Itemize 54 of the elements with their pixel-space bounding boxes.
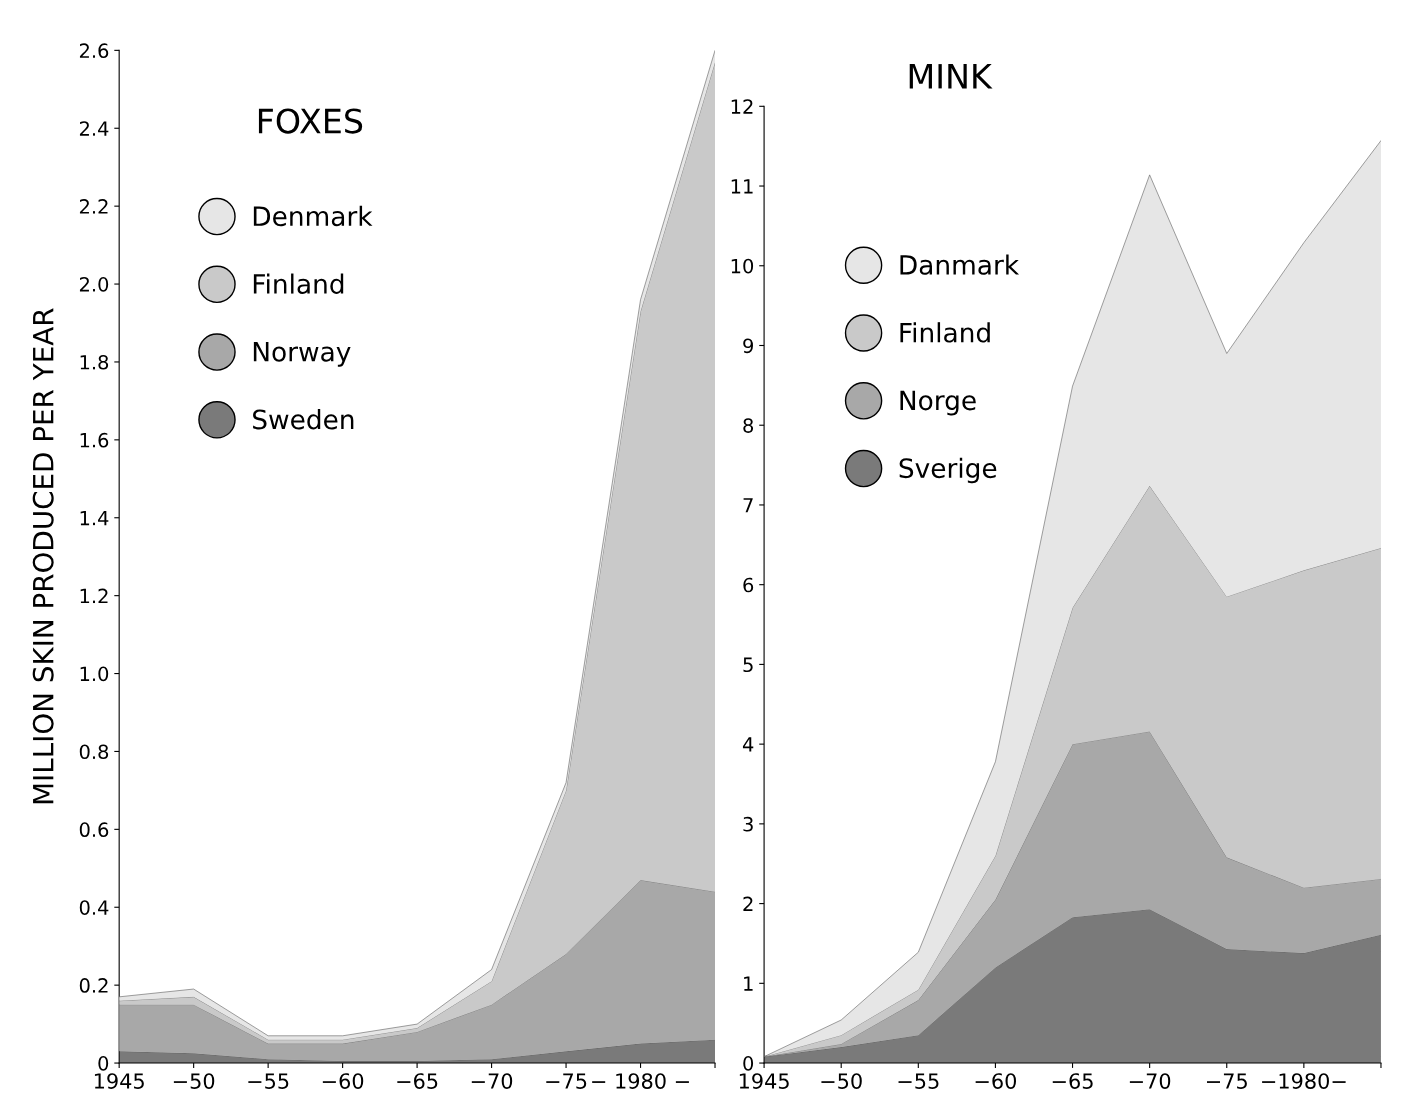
y-tick-label: 0 — [743, 1056, 754, 1071]
y-tick-label: 11 — [731, 179, 753, 194]
legend-label: Finland — [253, 273, 344, 294]
x-tick-label: −55 — [248, 1073, 289, 1089]
y-tick-label: 2.6 — [79, 43, 109, 59]
y-axis-title: MILLION SKIN PRODUCED PER YEAR — [32, 308, 54, 804]
legend-label: Norge — [900, 390, 976, 416]
x-tick-label: −75 — [1206, 1073, 1247, 1089]
legend-label: Sweden — [253, 409, 354, 430]
y-tick-label: 10 — [731, 258, 754, 274]
x-tick-label: −60 — [975, 1073, 1017, 1089]
legend-label: Finland — [900, 322, 990, 343]
y-tick-label: 6 — [743, 577, 754, 593]
chart-title: MINK — [909, 64, 993, 89]
y-tick-label: 3 — [743, 816, 753, 832]
y-tick-label: 0.8 — [79, 744, 109, 760]
y-tick-label: 0 — [98, 1056, 109, 1071]
legend-label: Danmark — [900, 254, 1020, 275]
x-tick-label: 1945 — [94, 1073, 144, 1089]
x-tick-label: −70 — [471, 1073, 513, 1089]
x-tick-label: −65 — [397, 1073, 438, 1089]
y-tick-label: 0.4 — [79, 900, 109, 915]
y-tick-label: 1.6 — [80, 432, 109, 448]
text: FOXES — [258, 108, 363, 134]
x-tick-label: −55 — [898, 1073, 939, 1089]
y-tick-label: 9 — [743, 338, 753, 354]
x-tick-label: −60 — [322, 1073, 364, 1089]
y-tick-label: 8 — [743, 418, 754, 433]
y-tick-label: 1.2 — [80, 588, 108, 604]
legend-label: Norway — [253, 342, 351, 367]
x-tick-label: −1980− — [1262, 1073, 1346, 1089]
legend-label: Sverige — [899, 457, 997, 484]
x-tick-label: 1945 — [739, 1073, 789, 1089]
y-tick-label: 1.4 — [80, 510, 109, 526]
y-tick-label: 1.8 — [80, 354, 109, 370]
x-tick-label: − 1980 − — [592, 1073, 689, 1089]
y-tick-label: 5 — [743, 657, 753, 673]
y-tick-label: 2.4 — [79, 121, 109, 136]
y-tick-label: 2.2 — [79, 199, 108, 214]
y-tick-label: 4 — [742, 737, 754, 752]
x-tick-label: −75 — [546, 1073, 587, 1089]
y-tick-label: 1.0 — [80, 666, 109, 682]
y-tick-label: 2.0 — [79, 277, 109, 292]
x-tick-label: −70 — [1129, 1073, 1171, 1089]
x-tick-label: −65 — [1052, 1073, 1093, 1089]
y-tick-label: 1 — [744, 976, 753, 991]
y-tick-label: 2 — [743, 896, 753, 911]
y-tick-label: 0.6 — [79, 822, 109, 838]
y-tick-label: 12 — [731, 99, 753, 114]
y-tick-label: 7 — [743, 498, 753, 513]
y-tick-label: 0.2 — [79, 978, 108, 993]
x-tick-label: −50 — [173, 1073, 215, 1089]
legend-label: Denmark — [253, 205, 373, 227]
x-tick-label: −50 — [821, 1073, 862, 1089]
